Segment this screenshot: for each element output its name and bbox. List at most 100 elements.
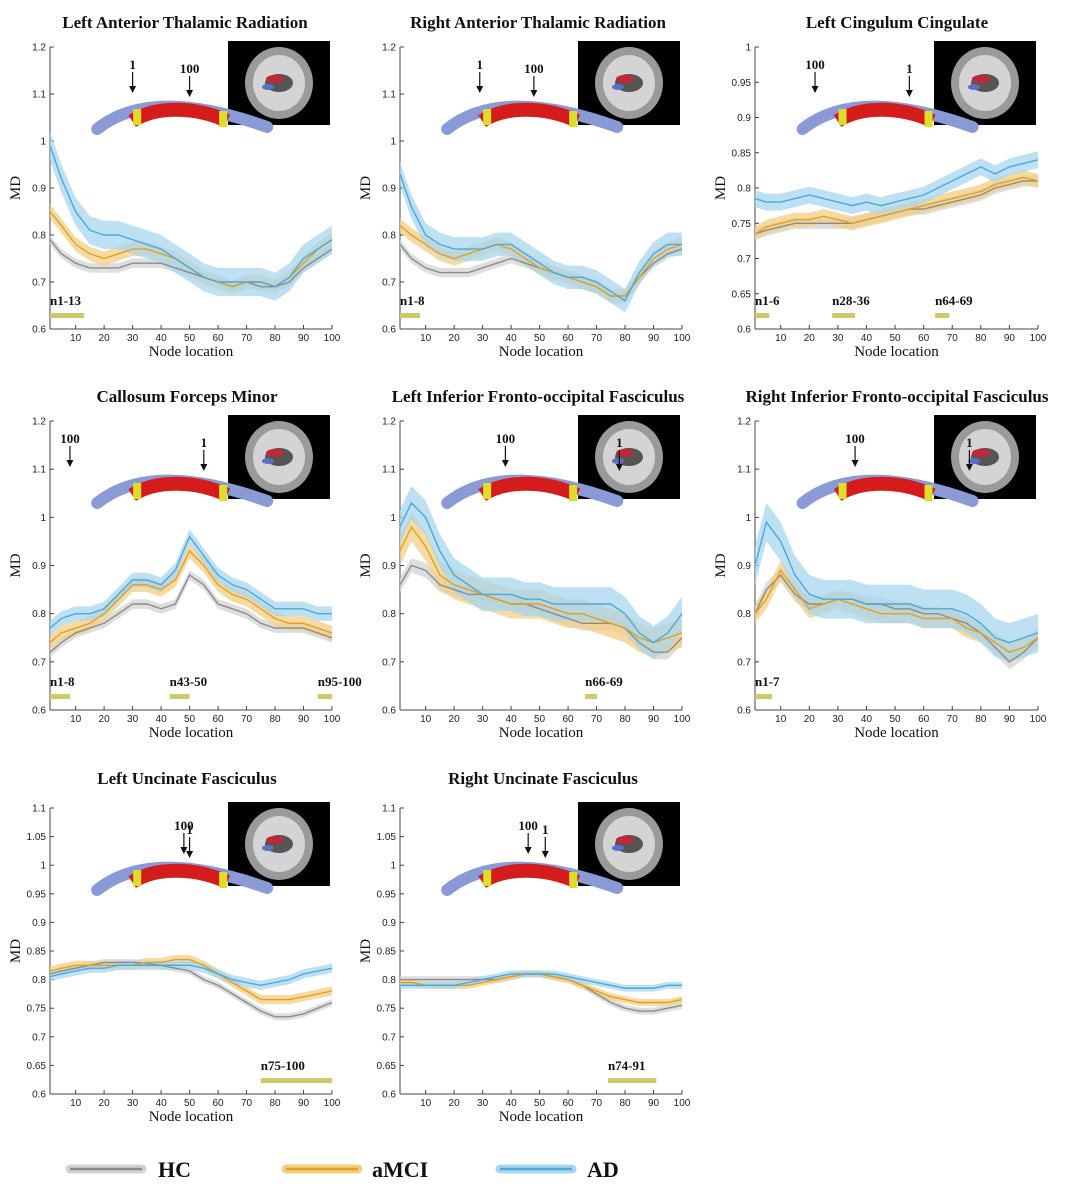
y-tick-label: 1.1 <box>382 90 396 101</box>
brain-scan-image <box>578 802 680 886</box>
chart-title: Left Anterior Thalamic Radiation <box>62 13 308 32</box>
y-tick-label: 0.65 <box>377 1061 397 1072</box>
x-tick-label: 100 <box>674 714 691 725</box>
significance-label: n1-8 <box>400 293 425 308</box>
series-line-ad <box>49 145 333 288</box>
significance-label: n74-91 <box>608 1058 646 1073</box>
significance-bar <box>50 694 70 699</box>
x-tick-label: 90 <box>1004 714 1016 725</box>
tract-core <box>833 476 936 502</box>
arrow-head <box>851 460 859 467</box>
node-annotation-label: 1 <box>129 57 136 72</box>
band-ad <box>755 502 1038 662</box>
significance-label: n28-36 <box>832 293 870 308</box>
y-tick-label: 0.6 <box>737 706 751 717</box>
x-tick-label: 20 <box>449 1098 461 1109</box>
y-tick-label: 1.1 <box>32 465 46 476</box>
significance-label: n95-100 <box>318 674 362 689</box>
x-tick-label: 30 <box>832 714 844 725</box>
y-axis-label: MD <box>358 176 374 200</box>
y-tick-label: 0.6 <box>32 325 46 336</box>
y-tick-label: 0.75 <box>377 1004 397 1015</box>
series-line-hc <box>399 564 683 653</box>
y-tick-label: 0.7 <box>737 657 751 668</box>
brain-scan-image <box>228 415 330 499</box>
x-tick-label: 10 <box>70 1098 82 1109</box>
series-line-hc <box>49 961 333 1018</box>
x-tick-label: 90 <box>1004 333 1016 344</box>
arrow-head <box>541 851 549 858</box>
x-tick-label: 10 <box>420 1098 432 1109</box>
y-tick-label: 1.1 <box>737 465 751 476</box>
y-axis-label: MD <box>8 939 24 963</box>
x-tick-label: 90 <box>298 333 310 344</box>
y-tick-label: 0.75 <box>27 1004 47 1015</box>
arrow-head <box>811 86 819 93</box>
y-tick-label: 1 <box>40 137 46 148</box>
x-tick-label: 50 <box>534 714 546 725</box>
node-marker <box>133 870 142 886</box>
y-tick-label: 0.95 <box>732 78 752 89</box>
node-marker <box>219 872 228 888</box>
node-marker <box>569 872 578 888</box>
x-tick-label: 70 <box>947 333 959 344</box>
legend: HC aMCI AD <box>65 1157 619 1182</box>
arrow-head <box>501 460 509 467</box>
chart-panel: Right Inferior Fronto-occipital Fascicul… <box>713 387 1049 741</box>
x-tick-label: 80 <box>619 1098 631 1109</box>
y-tick-label: 1.1 <box>382 804 396 815</box>
x-tick-label: 30 <box>477 333 489 344</box>
x-tick-label: 50 <box>534 1098 546 1109</box>
significance-bar <box>50 313 85 318</box>
tract-blue <box>612 458 624 464</box>
brain-scan-image <box>934 415 1036 499</box>
arrow-head <box>965 464 973 471</box>
x-tick-label: 30 <box>127 1098 139 1109</box>
significance-bar <box>935 313 950 318</box>
x-tick-label: 30 <box>477 1098 489 1109</box>
chart-panel: Left Cingulum Cingulate 0.6 0.65 0.7 0.75 0.8… <box>713 13 1047 360</box>
x-axis-label: Node location <box>499 725 584 741</box>
brain-scan-image <box>578 415 680 499</box>
node-marker <box>483 109 492 125</box>
fiber-tract-rendering <box>91 474 274 509</box>
x-tick-label: 60 <box>562 333 574 344</box>
node-annotation-label: 100 <box>496 431 516 446</box>
x-tick-label: 80 <box>619 333 631 344</box>
x-tick-label: 100 <box>674 1098 691 1109</box>
series-line-amci <box>754 568 1039 653</box>
arrow-head <box>186 851 194 858</box>
tract-blue <box>968 84 980 90</box>
significance-label: n75-100 <box>261 1058 305 1073</box>
series-line-hc <box>49 239 333 288</box>
series-line-amci <box>49 549 333 644</box>
x-tick-label: 30 <box>477 714 489 725</box>
x-tick-label: 40 <box>506 333 518 344</box>
y-tick-label: 0.7 <box>32 1032 46 1043</box>
significance-bar <box>755 313 770 318</box>
fiber-tract-rendering <box>441 861 624 896</box>
brain-scan-image <box>934 41 1036 125</box>
series-line-ad <box>49 964 333 987</box>
x-tick-label: 30 <box>127 333 139 344</box>
y-tick-label: 1.2 <box>32 43 46 54</box>
tract-highlight <box>616 836 634 844</box>
tract-highlight <box>266 449 284 457</box>
y-tick-label: 1 <box>745 43 751 54</box>
x-tick-label: 90 <box>298 1098 310 1109</box>
x-tick-label: 60 <box>212 1098 224 1109</box>
y-axis-label: MD <box>8 176 24 200</box>
x-tick-label: 50 <box>184 714 196 725</box>
significance-label: n64-69 <box>935 293 973 308</box>
node-marker <box>838 483 847 499</box>
x-tick-label: 100 <box>1030 333 1047 344</box>
node-marker <box>924 111 933 127</box>
chart-title: Left Inferior Fronto-occipital Fasciculu… <box>392 387 685 406</box>
chart-panel: Callosum Forceps Minor 0.6 0.7 0.8 0.9 1 1.1 1.… <box>8 387 362 741</box>
x-tick-label: 50 <box>890 333 902 344</box>
fiber-tract-rendering <box>796 100 979 135</box>
y-tick-label: 1.2 <box>382 43 396 54</box>
significance-bar <box>260 1078 332 1083</box>
significance-label: n1-8 <box>50 674 75 689</box>
node-annotation-label: 1 <box>201 435 208 450</box>
